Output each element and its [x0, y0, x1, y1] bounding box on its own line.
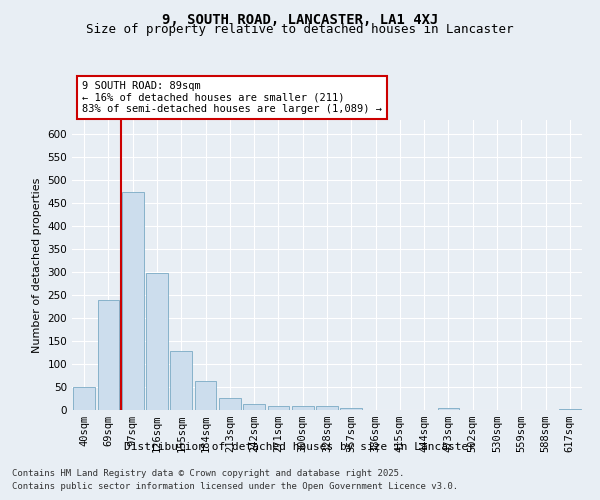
Text: 9, SOUTH ROAD, LANCASTER, LA1 4XJ: 9, SOUTH ROAD, LANCASTER, LA1 4XJ	[162, 12, 438, 26]
Y-axis label: Number of detached properties: Number of detached properties	[32, 178, 42, 352]
Bar	[268, 406, 289, 410]
Bar	[146, 274, 168, 410]
Text: Size of property relative to detached houses in Lancaster: Size of property relative to detached ho…	[86, 22, 514, 36]
Bar	[97, 300, 119, 410]
Bar	[559, 408, 581, 410]
Bar	[316, 406, 338, 410]
Bar	[340, 408, 362, 410]
Text: Distribution of detached houses by size in Lancaster: Distribution of detached houses by size …	[125, 442, 476, 452]
Bar	[292, 406, 314, 410]
Bar	[122, 192, 143, 410]
Text: Contains public sector information licensed under the Open Government Licence v3: Contains public sector information licen…	[12, 482, 458, 491]
Bar	[170, 351, 192, 410]
Bar	[73, 388, 95, 410]
Text: Contains HM Land Registry data © Crown copyright and database right 2025.: Contains HM Land Registry data © Crown c…	[12, 468, 404, 477]
Bar	[437, 408, 460, 410]
Bar	[243, 404, 265, 410]
Bar	[194, 380, 217, 410]
Bar	[219, 398, 241, 410]
Text: 9 SOUTH ROAD: 89sqm
← 16% of detached houses are smaller (211)
83% of semi-detac: 9 SOUTH ROAD: 89sqm ← 16% of detached ho…	[82, 81, 382, 114]
